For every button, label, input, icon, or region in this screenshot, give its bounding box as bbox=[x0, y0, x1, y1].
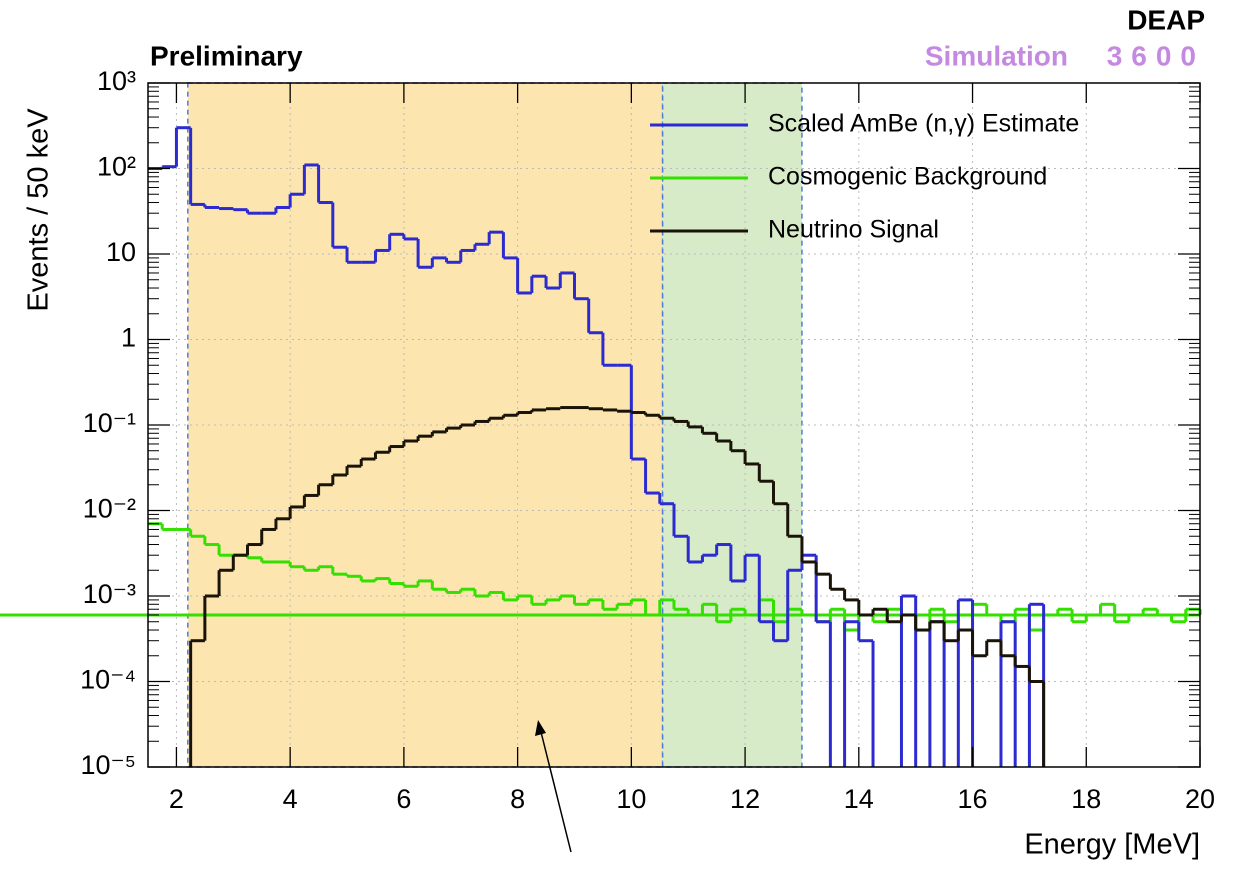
y-tick-label: 10⁻³ bbox=[83, 579, 136, 609]
x-tick-label: 4 bbox=[283, 784, 298, 814]
y-tick-label: 10⁻⁴ bbox=[80, 665, 136, 695]
detector: 3600 bbox=[1107, 40, 1205, 71]
x-tick-label: 20 bbox=[1185, 784, 1215, 814]
y-tick-label: 10 bbox=[106, 237, 136, 267]
y-tick-label: 1 bbox=[121, 323, 136, 353]
experiment: DEAP bbox=[1127, 4, 1205, 35]
chart-title: Preliminary bbox=[150, 40, 303, 71]
plot-frame bbox=[147, 82, 1201, 768]
frame bbox=[147, 82, 1201, 768]
legend-label: Scaled AmBe (n,γ) Estimate bbox=[768, 110, 1079, 138]
y-axis-label: Events / 50 keV bbox=[23, 108, 55, 312]
y-tick-label: 10⁻² bbox=[83, 494, 136, 524]
y-tick-label: 10³ bbox=[97, 66, 136, 96]
y-tick-label: 10⁻¹ bbox=[83, 408, 136, 438]
x-tick-label: 2 bbox=[169, 784, 184, 814]
x-tick-label: 16 bbox=[958, 784, 988, 814]
x-axis-label: Energy [MeV] bbox=[1024, 829, 1200, 861]
legend-label: Cosmogenic Background bbox=[768, 163, 1047, 191]
y-tick-label: 10⁻⁵ bbox=[81, 750, 136, 780]
legend-label: Neutrino Signal bbox=[768, 216, 939, 244]
x-tick-label: 10 bbox=[616, 784, 646, 814]
x-tick-label: 12 bbox=[730, 784, 760, 814]
annotation-arrow bbox=[535, 720, 572, 853]
histograms bbox=[0, 126, 1202, 767]
x-tick-label: 18 bbox=[1071, 784, 1101, 814]
x-tick-label: 8 bbox=[510, 784, 525, 814]
x-tick-label: 14 bbox=[844, 784, 874, 814]
x-tick-label: 6 bbox=[396, 784, 411, 814]
subtitle: Simulation bbox=[925, 40, 1068, 71]
regions bbox=[187, 82, 803, 768]
y-tick-label: 10² bbox=[97, 152, 136, 182]
